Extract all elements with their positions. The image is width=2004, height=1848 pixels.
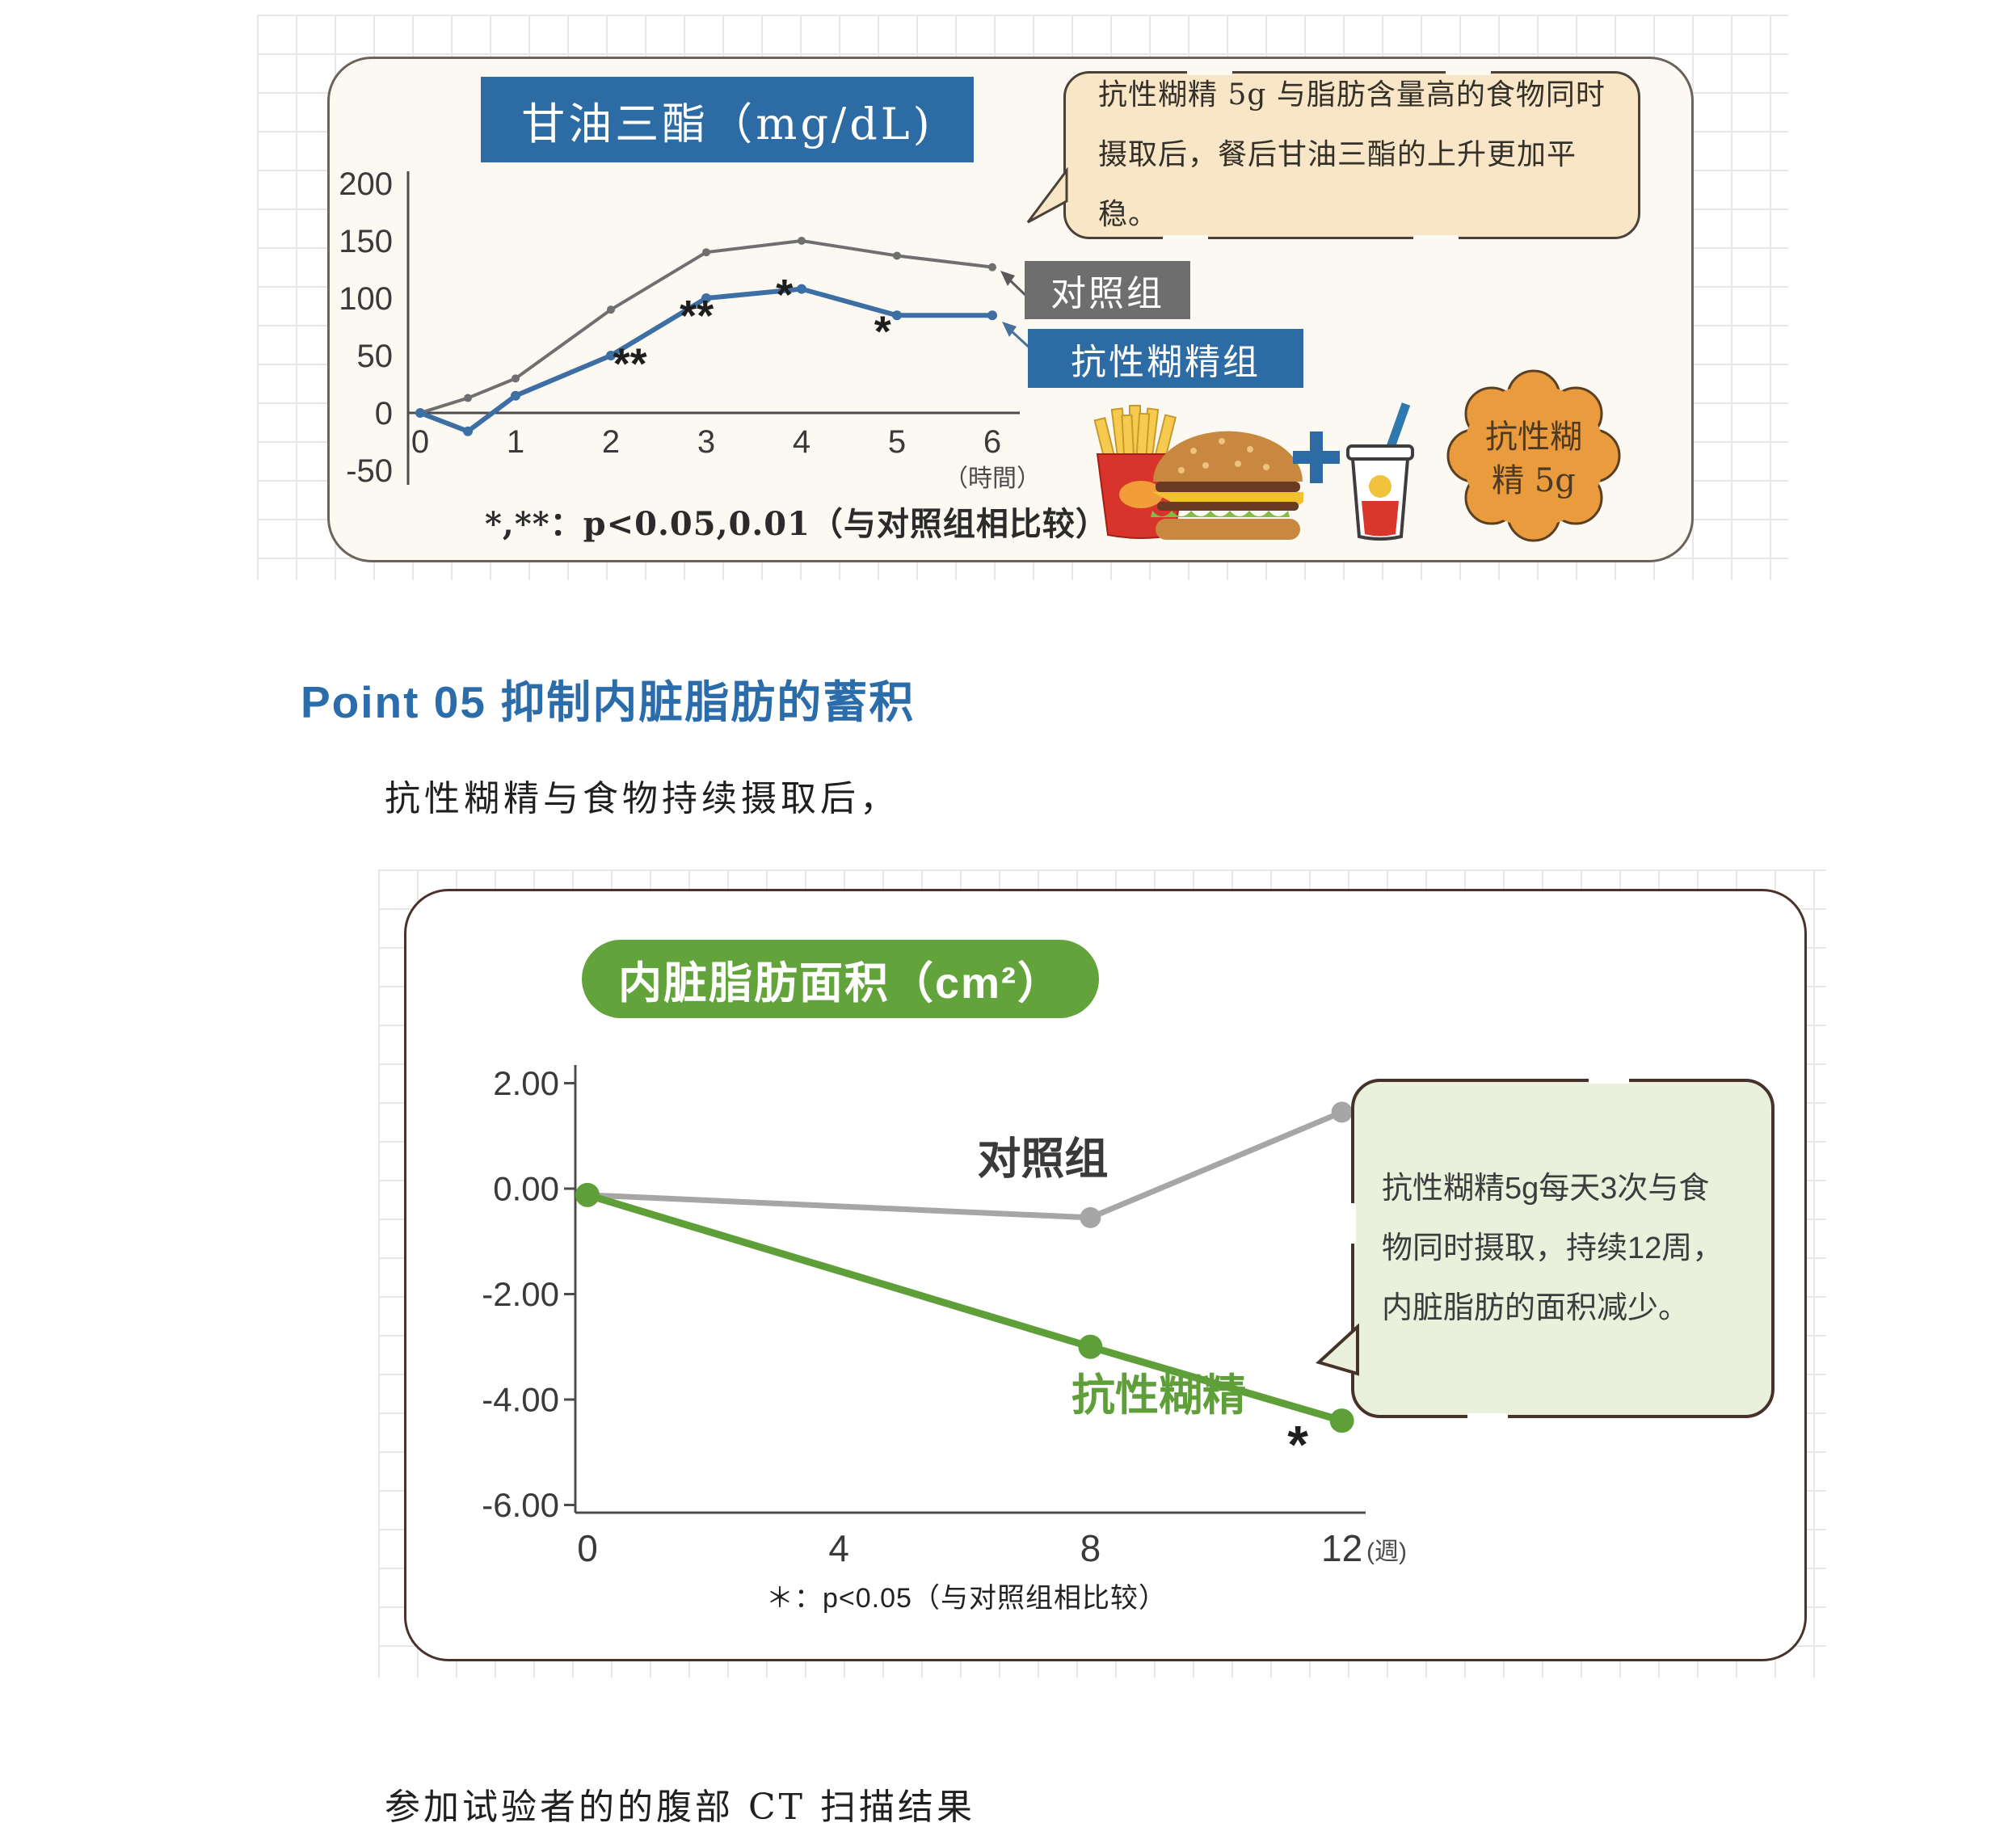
chart2-footnote: ＊：p<0.05（与对照组相比较） bbox=[766, 1583, 1167, 1614]
bubble-border-gap bbox=[1187, 70, 1232, 75]
svg-text:（時間）: （時間） bbox=[944, 465, 1041, 492]
drink-cup-icon bbox=[1346, 402, 1414, 541]
svg-text:2.00: 2.00 bbox=[493, 1064, 559, 1102]
svg-text:5: 5 bbox=[888, 424, 906, 460]
callout-line: 内脏脂肪的面积减少。 bbox=[1382, 1291, 1690, 1326]
svg-text:6: 6 bbox=[983, 424, 1001, 460]
svg-text:0: 0 bbox=[411, 424, 429, 460]
svg-text:0.00: 0.00 bbox=[493, 1170, 559, 1208]
bubble2-tail-icon bbox=[1316, 1323, 1359, 1376]
ct-scan-paragraph: 参加试验者的的腹部 CT 扫描结果 bbox=[385, 1787, 975, 1828]
svg-text:对照组: 对照组 bbox=[977, 1135, 1108, 1184]
svg-text:-50: -50 bbox=[346, 453, 393, 489]
svg-text:150: 150 bbox=[339, 224, 393, 259]
svg-text:2: 2 bbox=[602, 424, 620, 460]
bubble-border-gap bbox=[1163, 235, 1208, 240]
chart1-footnote: *,**：p<0.05,0.01（与对照组相比较） bbox=[485, 505, 1109, 543]
svg-text:0: 0 bbox=[375, 396, 393, 431]
callout-line: 抗性糊精 5g 与脂肪含量高的食物同时 bbox=[1098, 78, 1606, 112]
svg-text:100: 100 bbox=[339, 281, 393, 317]
plus-icon bbox=[1293, 431, 1340, 483]
chart2-title: 内脏脂肪面积（cm²） bbox=[582, 940, 1099, 1018]
chart1-title: 甘油三酯（mg/dL) bbox=[481, 77, 974, 162]
callout-line: 摄取后，餐后甘油三酯的上升更加平稳。 bbox=[1098, 138, 1577, 231]
callout-line: 抗性糊精5g每天3次与食 bbox=[1382, 1171, 1710, 1206]
hamburger-icon bbox=[1151, 431, 1303, 540]
badge-text-line1: 抗性糊 bbox=[1485, 419, 1582, 456]
svg-text:200: 200 bbox=[339, 166, 393, 202]
svg-text:*: * bbox=[1287, 1414, 1308, 1474]
dextrin-badge-icon: 抗性糊 精 5g bbox=[1446, 369, 1621, 542]
svg-text:*: * bbox=[776, 271, 793, 319]
svg-text:12: 12 bbox=[1321, 1527, 1362, 1569]
svg-text:4: 4 bbox=[793, 424, 810, 460]
svg-text:8: 8 bbox=[1080, 1527, 1101, 1569]
bubble-border-gap bbox=[1446, 70, 1491, 75]
svg-text:-4.00: -4.00 bbox=[482, 1381, 559, 1419]
legend-control-group: 对照组 bbox=[1025, 261, 1190, 319]
svg-text:-2.00: -2.00 bbox=[482, 1275, 559, 1313]
svg-text:1: 1 bbox=[507, 424, 524, 460]
svg-text:抗性糊精: 抗性糊精 bbox=[1071, 1371, 1246, 1420]
badge-text-line2: 精 5g bbox=[1492, 462, 1576, 499]
svg-text:0: 0 bbox=[577, 1527, 598, 1569]
svg-text:**: ** bbox=[613, 339, 647, 388]
svg-text:-6.00: -6.00 bbox=[482, 1486, 559, 1524]
svg-text:4: 4 bbox=[828, 1527, 849, 1569]
point05-heading: Point 05 抑制内脏脂肪的蓄积 bbox=[301, 677, 916, 727]
legend-dextrin-group: 抗性糊精组 bbox=[1028, 329, 1303, 388]
bubble-border-gap bbox=[1350, 1203, 1356, 1244]
bubble-border-gap bbox=[1467, 1413, 1508, 1419]
svg-text:3: 3 bbox=[697, 424, 715, 460]
callout-line: 物同时摄取，持续12周， bbox=[1382, 1231, 1724, 1265]
svg-text:50: 50 bbox=[357, 339, 394, 374]
intro-paragraph: 抗性糊精与食物持续摄取后， bbox=[385, 778, 899, 819]
chart2-callout-bubble: 抗性糊精5g每天3次与食 物同时摄取，持续12周， 内脏脂肪的面积减少。 bbox=[1350, 1078, 1775, 1419]
svg-text:(週): (週) bbox=[1366, 1539, 1407, 1565]
svg-text:*: * bbox=[874, 308, 891, 356]
bubble1-tail-icon bbox=[1026, 166, 1068, 224]
svg-text:**: ** bbox=[680, 292, 714, 340]
bubble-border-gap bbox=[1413, 235, 1459, 240]
bubble-border-gap bbox=[1589, 1078, 1629, 1084]
chart1-callout-bubble: 抗性糊精 5g 与脂肪含量高的食物同时 摄取后，餐后甘油三酯的上升更加平稳。 bbox=[1063, 70, 1640, 240]
